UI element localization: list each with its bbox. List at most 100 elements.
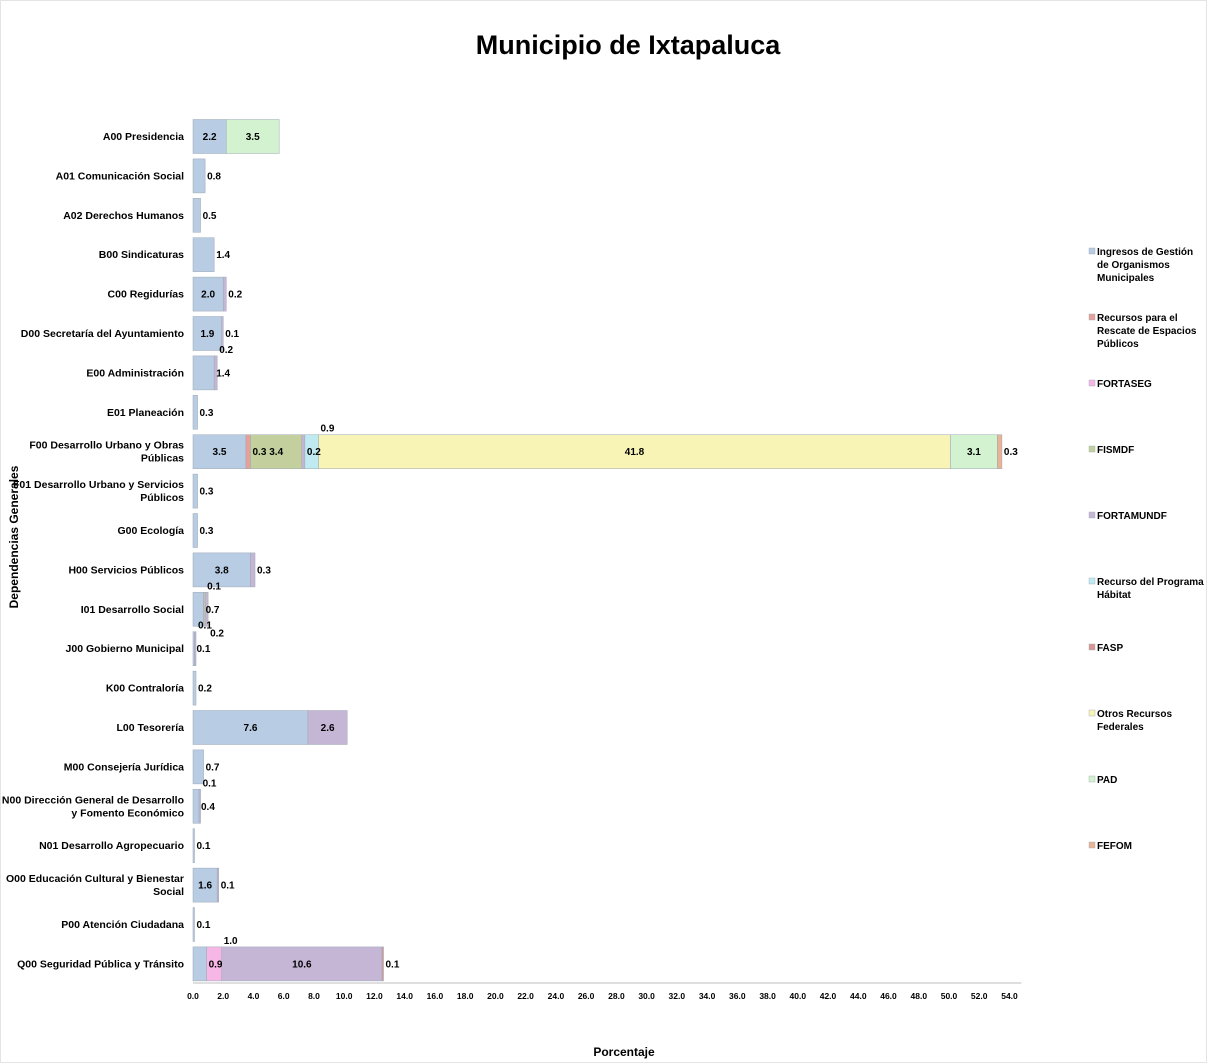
legend-swatch-fasp — [1088, 643, 1096, 651]
x-tick-label: 18.0 — [457, 991, 474, 1001]
bar-c00-regidurias-fortamundf — [222, 276, 227, 312]
bar-j00-gobierno-municipal-fortamundf — [194, 631, 197, 666]
bar-h00-servicios-publicos-fortamundf — [250, 552, 256, 588]
x-tick-label: 14.0 — [396, 991, 413, 1001]
x-tick-label: 8.0 — [308, 991, 320, 1001]
x-tick-label: 52.0 — [971, 991, 988, 1001]
data-label-f00-desarrollo-urbano-y-obras-publicas-fefom: 0.3 — [1004, 447, 1018, 458]
legend-label-pad: PAD — [1097, 775, 1117, 786]
y-axis-label: Dependencias Generales — [7, 465, 21, 608]
x-tick-label: 28.0 — [608, 991, 625, 1001]
bar-f01-desarrollo-urbano-y-servicios-publicos-ingresos-de-gestion-de-organismos-municipales — [192, 473, 198, 509]
bar-b00-sindicaturas-ingresos-de-gestion-de-organismos-municipales — [192, 237, 215, 272]
bar-g00-ecologia-ingresos-de-gestion-de-organismos-municipales — [192, 513, 198, 548]
legend-label-recursos-para-el-rescate-de-espacios-publicos: Recursos para el Rescate de Espacios Públi… — [1097, 313, 1197, 350]
data-label-f00-desarrollo-urbano-y-obras-publicas-fismdf: 3.4 — [269, 447, 283, 458]
category-label-g00-ecologia: G00 Ecología — [117, 525, 184, 537]
x-tick-label: 38.0 — [759, 991, 776, 1001]
category-label-b00-sindicaturas: B00 Sindicaturas — [99, 249, 184, 261]
legend-label-fortaseg: FORTASEG — [1097, 379, 1152, 390]
bar-q00-seguridad-publica-y-transito-fasp — [381, 946, 384, 982]
x-tick-label: 36.0 — [729, 991, 746, 1001]
bar-e00-administracion-ingresos-de-gestion-de-organismos-municipales — [192, 355, 215, 391]
bar-m00-consejeria-juridica-ingresos-de-gestion-de-organismos-municipales — [192, 749, 204, 785]
category-label-m00-consejeria-juridica: M00 Consejería Jurídica — [64, 761, 184, 773]
data-label-e01-planeacion-ingresos-de-gestion-de-organismos-municipales: 0.3 — [200, 408, 214, 419]
x-tick-label: 50.0 — [941, 991, 958, 1001]
data-label-a02-derechos-humanos-ingresos-de-gestion-de-organismos-municipales: 0.5 — [203, 211, 217, 222]
category-label-i01-desarrollo-social: I01 Desarrollo Social — [81, 604, 184, 616]
x-tick-label: 34.0 — [699, 991, 716, 1001]
bar-n00-direccion-general-de-desarrollo-y-fomento-economico-fortamundf — [198, 789, 201, 824]
x-tick-label: 16.0 — [427, 991, 444, 1001]
data-label-i01-desarrollo-social-ingresos-de-gestion-de-organismos-municipales: 0.7 — [206, 605, 220, 616]
category-label-c00-regidurias: C00 Regidurías — [108, 289, 185, 301]
data-label-l00-tesoreria-ingresos-de-gestion-de-organismos-municipales: 7.6 — [244, 723, 258, 734]
x-tick-label: 20.0 — [487, 991, 504, 1001]
data-label-l00-tesoreria-fortamundf: 2.6 — [321, 723, 335, 734]
category-labels-group: A00 Presidencia A01 Comunicación Social A0… — [2, 131, 184, 970]
x-tick-label: 54.0 — [1001, 991, 1018, 1001]
legend-label-fortamundf: FORTAMUNDF — [1097, 511, 1167, 522]
category-label-d00-secretaria-del-ayuntamiento: D00 Secretaría del Ayuntamiento — [21, 328, 184, 340]
bar-d00-secretaria-del-ayuntamiento-fortamundf — [221, 316, 224, 351]
x-tick-label: 6.0 — [278, 991, 290, 1001]
bar-f00-desarrollo-urbano-y-obras-publicas-pad — [950, 434, 998, 469]
data-label-d00-secretaria-del-ayuntamiento-ingresos-de-gestion-de-organismos-municipales: 1.9 — [200, 329, 214, 340]
data-label-a00-presidencia-pad: 3.5 — [246, 132, 260, 143]
category-label-e00-administracion: E00 Administración — [86, 367, 184, 379]
bar-e01-planeacion-ingresos-de-gestion-de-organismos-municipales — [192, 395, 198, 430]
bar-f00-desarrollo-urbano-y-obras-publicas-fefom — [997, 434, 1003, 469]
data-label-f00-desarrollo-urbano-y-obras-publicas-pad: 3.1 — [967, 447, 981, 458]
bar-f00-desarrollo-urbano-y-obras-publicas-otros-recursos-federales — [318, 434, 951, 469]
legend-swatch-ingresos-de-gestion-de-organismos-municipales — [1088, 247, 1096, 255]
x-tick-label: 2.0 — [217, 991, 229, 1001]
data-label-k00-contraloria-ingresos-de-gestion-de-organismos-municipales: 0.2 — [198, 684, 212, 695]
data-label-c00-regidurias-fortamundf: 0.2 — [228, 290, 242, 301]
data-label-f00-desarrollo-urbano-y-obras-publicas-recursos-para-el-rescate-de-espacios-publicos: 0.3 — [253, 447, 267, 458]
data-label-f00-desarrollo-urbano-y-obras-publicas-recurso-del-programa-habitat: 0.9 — [321, 424, 335, 435]
x-tick-label: 32.0 — [669, 991, 686, 1001]
data-label-o00-educacion-cultural-y-bienestar-social-fortamundf: 0.1 — [221, 881, 235, 892]
bars-group — [192, 119, 1003, 982]
data-labels-group: 2.2 3.5 0.8 0.5 1.4 2.0 0.2 1.9 0.1 1.4 0.2 0.3 3.5 0… — [197, 132, 1019, 970]
bar-n01-desarrollo-agropecuario-ingresos-de-gestion-de-organismos-municipales — [192, 828, 195, 863]
data-label-p00-atencion-ciudadana-ingresos-de-gestion-de-organismos-municipales: 0.1 — [197, 920, 211, 931]
data-label-j00-gobierno-municipal-fortamundf: 0.1 — [198, 621, 212, 632]
data-label-q00-seguridad-publica-y-transito-fortamundf: 10.6 — [292, 959, 312, 970]
data-label-d00-secretaria-del-ayuntamiento-fortamundf: 0.1 — [225, 329, 239, 340]
legend-swatch-fortaseg — [1088, 379, 1096, 387]
legend-label-ingresos-de-gestion-de-organismos-municipales: Ingresos de Gestión de Organismos Municipa… — [1097, 247, 1193, 284]
data-label-n00-direccion-general-de-desarrollo-y-fomento-economico-ingresos-de-gestion-de-organismos-municipales: 0.4 — [201, 802, 215, 813]
data-label-i01-desarrollo-social-fismdf: 0.1 — [207, 581, 221, 592]
bar-f00-desarrollo-urbano-y-obras-publicas-ingresos-de-gestion-de-organismos-municipales — [192, 434, 247, 469]
data-label-n01-desarrollo-agropecuario-ingresos-de-gestion-de-organismos-municipales: 0.1 — [197, 841, 211, 852]
data-label-n00-direccion-general-de-desarrollo-y-fomento-economico-fortamundf: 0.1 — [203, 778, 217, 789]
data-label-f00-desarrollo-urbano-y-obras-publicas-fortamundf: 0.2 — [307, 447, 321, 458]
category-label-h00-servicios-publicos: H00 Servicios Públicos — [68, 564, 184, 576]
x-tick-label: 10.0 — [336, 991, 353, 1001]
category-label-n00-direccion-general-de-desarrollo-y-fomento-economico: N00 Dirección General de Desarrollo y Fom… — [2, 794, 184, 819]
legend-swatch-fismdf — [1088, 445, 1096, 453]
category-label-l00-tesoreria: L00 Tesorería — [116, 722, 184, 734]
legend-swatch-recursos-para-el-rescate-de-espacios-publicos — [1088, 313, 1096, 321]
data-label-a00-presidencia-ingresos-de-gestion-de-organismos-municipales: 2.2 — [203, 132, 217, 143]
data-label-i01-desarrollo-social-fortamundf: 0.2 — [210, 628, 224, 639]
bar-f00-desarrollo-urbano-y-obras-publicas-recursos-para-el-rescate-de-espacios-publicos — [245, 434, 251, 469]
category-label-q00-seguridad-publica-y-transito: Q00 Seguridad Pública y Tránsito — [17, 958, 184, 970]
bar-o00-educacion-cultural-y-bienestar-social-fortamundf — [216, 867, 219, 903]
bar-a00-presidencia-pad — [226, 119, 280, 154]
x-tick-label: 12.0 — [366, 991, 383, 1001]
category-label-a01-comunicacion-social: A01 Comunicación Social — [56, 170, 184, 182]
legend-label-otros-recursos-federales: Otros Recursos Federales — [1097, 709, 1172, 733]
chart-title: Municipio de Ixtapaluca — [476, 30, 782, 60]
bar-l00-tesoreria-ingresos-de-gestion-de-organismos-municipales — [192, 710, 309, 745]
bar-e00-administracion-fortamundf — [213, 355, 218, 391]
legend-swatch-fefom — [1088, 841, 1096, 849]
data-label-g00-ecologia-ingresos-de-gestion-de-organismos-municipales: 0.3 — [200, 526, 214, 537]
bar-i01-desarrollo-social-fortamundf — [204, 592, 209, 627]
data-label-q00-seguridad-publica-y-transito-ingresos-de-gestion-de-organismos-municipales: 0.9 — [209, 959, 223, 970]
x-tick-label: 44.0 — [850, 991, 867, 1001]
category-label-f00-desarrollo-urbano-y-obras-publicas: F00 Desarrollo Urbano y Obras Públicas — [29, 440, 184, 465]
bar-a02-derechos-humanos-ingresos-de-gestion-de-organismos-municipales — [192, 198, 201, 233]
